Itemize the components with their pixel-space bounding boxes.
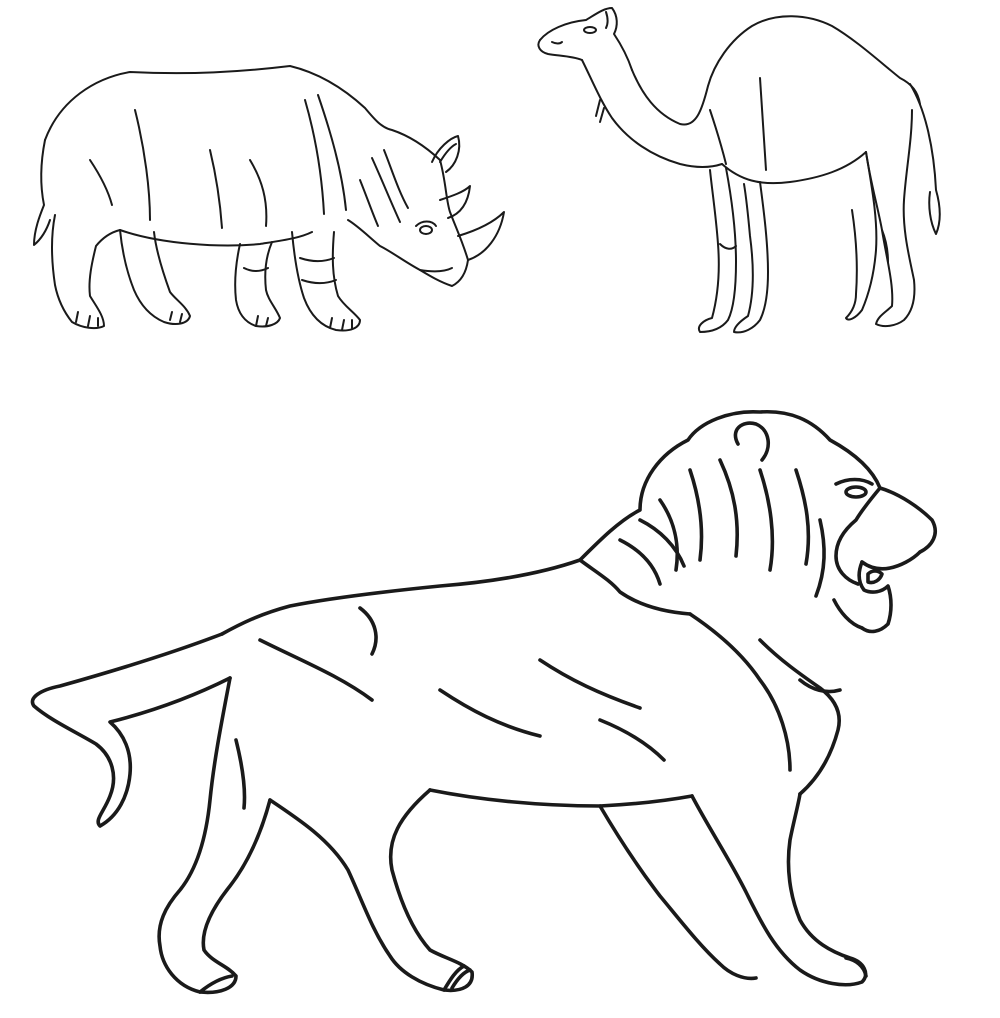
lion-front-leg — [690, 792, 868, 987]
lion-drawing — [30, 409, 937, 995]
camel-head — [539, 7, 633, 71]
camel-belly — [721, 151, 867, 185]
rhino-snout — [347, 159, 469, 287]
rhino-eye — [419, 225, 433, 235]
lion-face — [834, 486, 882, 586]
lion-tail — [30, 632, 232, 828]
lion-mane — [578, 409, 937, 562]
lion-muzzle — [860, 550, 922, 571]
rhino-tail — [33, 139, 51, 246]
rhino-front-leg — [234, 241, 281, 328]
lion-paw — [442, 964, 472, 992]
camel-neck — [581, 59, 723, 168]
lion-ear — [733, 421, 770, 462]
rhino-back-outline — [44, 65, 441, 161]
camel-drawing — [537, 7, 941, 334]
rhinoceros-drawing — [33, 65, 505, 332]
camel-rear-leg — [865, 109, 916, 328]
rhino-front-horn — [457, 211, 505, 261]
lion-belly — [428, 788, 694, 808]
lion-chest-mane — [758, 638, 841, 796]
camel-back — [631, 15, 921, 126]
lion-eye — [844, 485, 868, 499]
rhino-rear-leg — [50, 214, 121, 330]
lion-rear-leg — [157, 676, 272, 995]
lion-mouth — [857, 560, 893, 634]
camel-tail — [909, 83, 941, 235]
rhino-ear — [431, 135, 461, 173]
lion-back — [220, 558, 582, 636]
camel-front-leg — [698, 167, 737, 333]
rhino-belly — [119, 229, 313, 247]
camel-eye — [583, 26, 597, 34]
rhino-rear-horn — [439, 185, 471, 219]
